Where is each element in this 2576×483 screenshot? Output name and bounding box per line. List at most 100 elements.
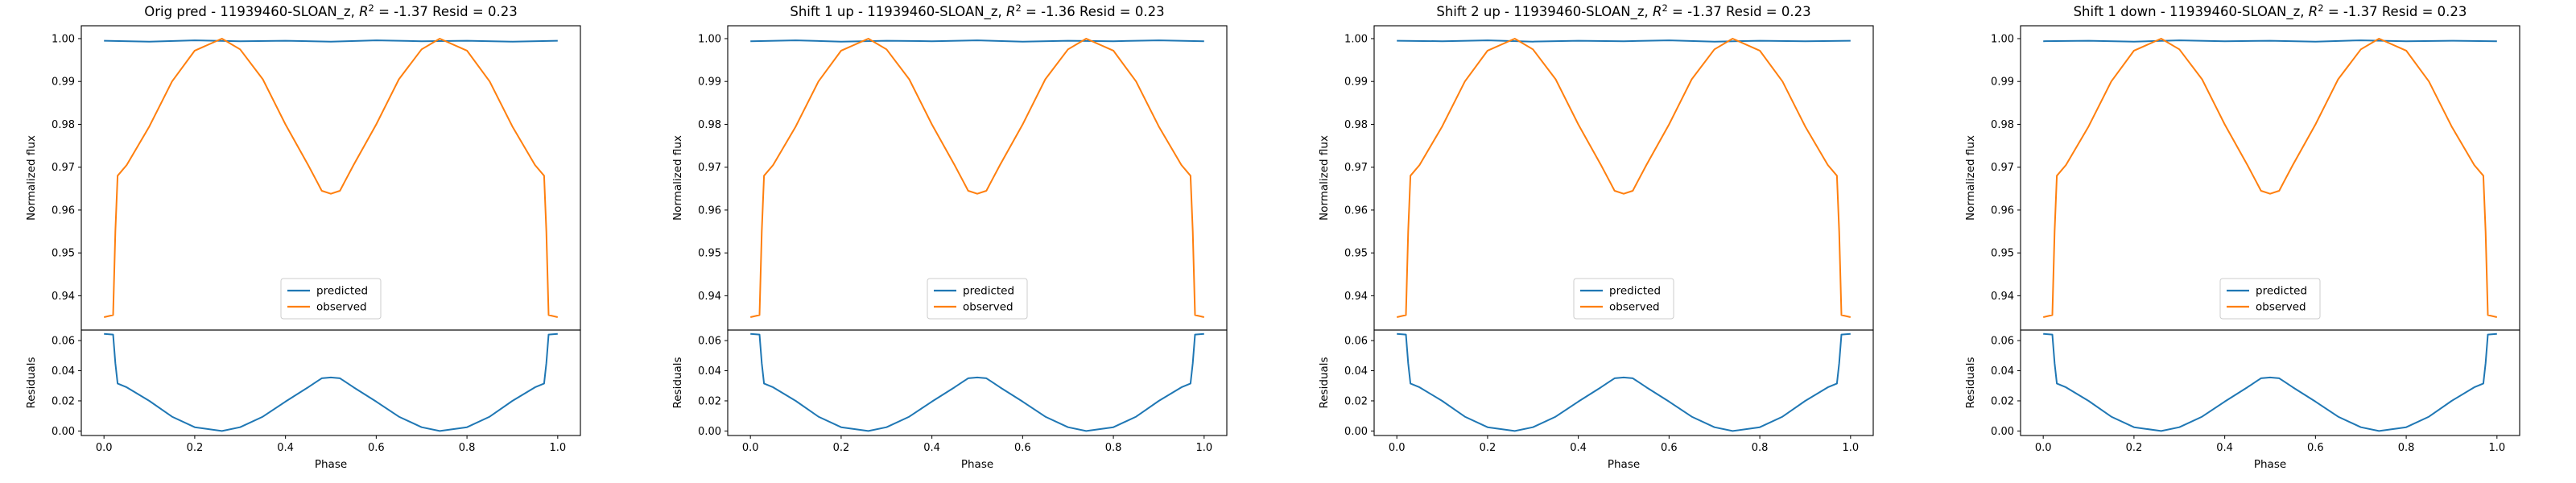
- bottom-axes-frame: [727, 329, 1228, 436]
- xtick-label: 0.4: [277, 442, 294, 454]
- bottom-ytick-label: 0.02: [698, 395, 721, 407]
- top-ytick-label: 0.96: [52, 204, 75, 217]
- legend: predicted observed: [2219, 278, 2321, 320]
- xtick-label: 1.0: [1842, 442, 1859, 454]
- bottom-ylabel: Residuals: [1318, 357, 1331, 408]
- bottom-ytick-label: 0.04: [52, 365, 75, 378]
- legend-box: [2219, 278, 2321, 320]
- xtick-label: 0.8: [459, 442, 476, 454]
- xtick-label: 0.8: [2398, 442, 2415, 454]
- series-line-observed: [1396, 38, 1852, 318]
- bottom-axes-frame: [80, 329, 581, 436]
- chart-panel-2: Shift 1 up - 11939460-SLOAN_z, R2 = -1.3…: [671, 2, 1228, 471]
- top-ytick-label: 1.00: [698, 33, 721, 45]
- top-ytick-label: 0.94: [52, 291, 75, 303]
- legend-label-predicted: predicted: [963, 285, 1014, 298]
- top-ytick-label: 1.00: [1991, 33, 2014, 45]
- legend: predicted observed: [927, 278, 1028, 320]
- bottom-xlabel: Phase: [1608, 458, 1640, 471]
- legend-label-predicted: predicted: [1609, 285, 1661, 298]
- legend-label-observed: observed: [2256, 301, 2306, 314]
- xtick-label: 0.0: [96, 442, 113, 454]
- series-line-predicted: [104, 39, 558, 43]
- chart-title-r2: = -1.37 Resid = 0.23: [374, 4, 518, 19]
- xtick-label: 0.6: [1661, 442, 1678, 454]
- xtick-label: 1.0: [1195, 442, 1212, 454]
- top-ytick-label: 0.97: [1344, 162, 1368, 174]
- bottom-xlabel: Phase: [2254, 458, 2286, 471]
- bottom-ytick-label: 0.04: [698, 365, 721, 378]
- bottom-ytick-label: 0.06: [52, 336, 75, 348]
- bottom-xlabel: Phase: [961, 458, 993, 471]
- chart-title-sup: 2: [1015, 2, 1021, 14]
- bottom-xlabel: Phase: [315, 458, 347, 471]
- top-ytick-label: 0.96: [1344, 204, 1368, 217]
- chart-title-prefix: Orig pred - 11939460-SLOAN_z,: [144, 4, 359, 20]
- bottom-ylabel: Residuals: [1964, 357, 1977, 408]
- top-ytick-label: 0.98: [52, 119, 75, 131]
- series-line-observed: [749, 38, 1205, 318]
- bottom-ytick-label: 0.00: [1344, 426, 1368, 438]
- top-ytick-label: 0.99: [52, 76, 75, 89]
- chart-title-r: R: [1006, 4, 1015, 19]
- chart-title-sup: 2: [2318, 2, 2323, 14]
- top-ytick-label: 0.96: [1991, 204, 2014, 217]
- top-ytick-label: 0.95: [1991, 248, 2014, 260]
- xtick-label: 1.0: [2488, 442, 2505, 454]
- chart-panel-4: Shift 1 down - 11939460-SLOAN_z, R2 = -1…: [1964, 2, 2520, 471]
- bottom-ytick-label: 0.04: [1344, 365, 1368, 378]
- chart-title: Shift 1 down - 11939460-SLOAN_z, R2 = -1…: [2074, 2, 2467, 20]
- bottom-ylabel: Residuals: [671, 357, 684, 408]
- chart-title-prefix: Shift 2 up - 11939460-SLOAN_z,: [1436, 4, 1653, 20]
- top-ytick-label: 0.97: [52, 162, 75, 174]
- chart-title-sup: 2: [1662, 2, 1667, 14]
- bottom-axes-frame: [2020, 329, 2520, 436]
- legend-label-predicted: predicted: [2256, 285, 2307, 298]
- bottom-ytick-label: 0.00: [1991, 426, 2014, 438]
- bottom-ytick-label: 0.04: [1991, 365, 2014, 378]
- xtick-label: 0.0: [1389, 442, 1406, 454]
- xtick-label: 0.6: [368, 442, 385, 454]
- bottom-ytick-label: 0.06: [1991, 336, 2014, 348]
- bottom-ytick-label: 0.02: [1991, 395, 2014, 407]
- legend-label-observed: observed: [1609, 301, 1660, 314]
- top-ytick-label: 0.95: [52, 248, 75, 260]
- top-ytick-label: 1.00: [52, 33, 75, 45]
- top-ytick-label: 0.97: [1991, 162, 2014, 174]
- chart-title-prefix: Shift 1 up - 11939460-SLOAN_z,: [790, 4, 1006, 20]
- bottom-ylabel: Residuals: [25, 357, 38, 408]
- xtick-label: 0.0: [2035, 442, 2052, 454]
- series-line-residuals: [2043, 332, 2497, 432]
- xtick-label: 0.2: [187, 442, 204, 454]
- top-ytick-label: 0.98: [1344, 119, 1368, 131]
- bottom-ytick-label: 0.06: [1344, 336, 1368, 348]
- bottom-ytick-label: 0.02: [1344, 395, 1368, 407]
- top-ytick-label: 0.95: [698, 248, 721, 260]
- bottom-ytick-label: 0.00: [52, 426, 75, 438]
- legend-label-observed: observed: [963, 301, 1013, 314]
- chart-title: Shift 1 up - 11939460-SLOAN_z, R2 = -1.3…: [790, 2, 1164, 20]
- legend-label-observed: observed: [316, 301, 367, 314]
- chart-title-r2: = -1.37 Resid = 0.23: [1668, 4, 1811, 19]
- top-ylabel: Normalized flux: [1318, 135, 1331, 221]
- legend-box: [927, 278, 1028, 320]
- chart-title-r2: = -1.36 Resid = 0.23: [1022, 4, 1165, 19]
- xtick-label: 0.6: [2307, 442, 2324, 454]
- bottom-ytick-label: 0.02: [52, 395, 75, 407]
- chart-title-r: R: [359, 4, 368, 19]
- legend-label-predicted: predicted: [316, 285, 368, 298]
- chart-title-sup: 2: [369, 2, 374, 14]
- bottom-ytick-label: 0.00: [698, 426, 721, 438]
- series-line-residuals: [104, 332, 558, 432]
- chart-title: Shift 2 up - 11939460-SLOAN_z, R2 = -1.3…: [1436, 2, 1810, 20]
- xtick-label: 0.4: [2216, 442, 2233, 454]
- xtick-label: 0.2: [833, 442, 850, 454]
- series-line-residuals: [750, 332, 1204, 432]
- series-line-predicted: [750, 39, 1204, 43]
- xtick-label: 1.0: [549, 442, 566, 454]
- xtick-label: 0.8: [1752, 442, 1769, 454]
- chart-title-prefix: Shift 1 down - 11939460-SLOAN_z,: [2074, 4, 2309, 20]
- xtick-label: 0.4: [923, 442, 940, 454]
